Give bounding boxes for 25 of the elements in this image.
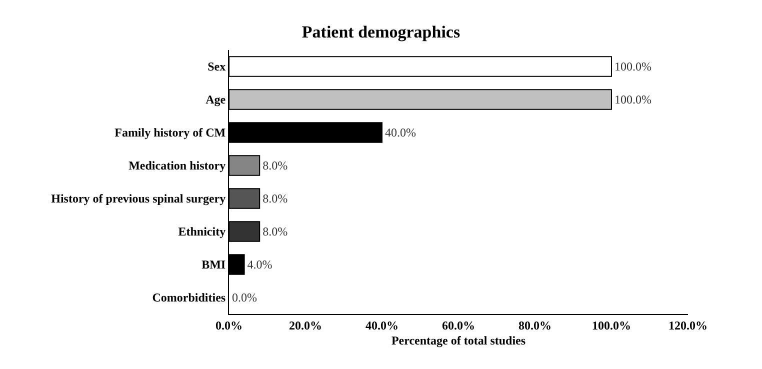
data-label: 100.0% <box>614 92 652 106</box>
y-tick-label: Ethnicity <box>178 224 226 239</box>
y-tick-label: Comorbidities <box>152 290 226 305</box>
x-tick-label: 60.0% <box>442 318 475 332</box>
x-tick-label: 40.0% <box>366 318 398 332</box>
data-label: 100.0% <box>614 60 652 74</box>
data-label: 8.0% <box>262 224 288 238</box>
y-tick-label: History of previous spinal surgery <box>51 192 226 206</box>
x-tick-label: 100.0% <box>592 318 631 332</box>
data-label: 4.0% <box>247 258 272 272</box>
y-tick-label: BMI <box>202 258 226 272</box>
x-tick-label: 0.0% <box>216 318 242 332</box>
y-tick-label: Sex <box>208 60 226 74</box>
x-tick-label: 20.0% <box>289 318 322 332</box>
y-tick-label: Family history of CM <box>114 126 226 140</box>
x-axis-title: Percentage of total studies <box>391 333 526 348</box>
y-tick-label: Age <box>206 92 226 107</box>
y-tick-label: Medication history <box>128 158 226 173</box>
data-label: 8.0% <box>262 158 288 172</box>
chart-title: Patient demographics <box>302 22 460 42</box>
x-tick-label: 120.0% <box>668 318 708 332</box>
data-label: 8.0% <box>262 192 288 206</box>
x-tick-label: 80.0% <box>518 318 552 332</box>
data-label: 40.0% <box>385 126 416 140</box>
data-label: 0.0% <box>232 290 257 304</box>
